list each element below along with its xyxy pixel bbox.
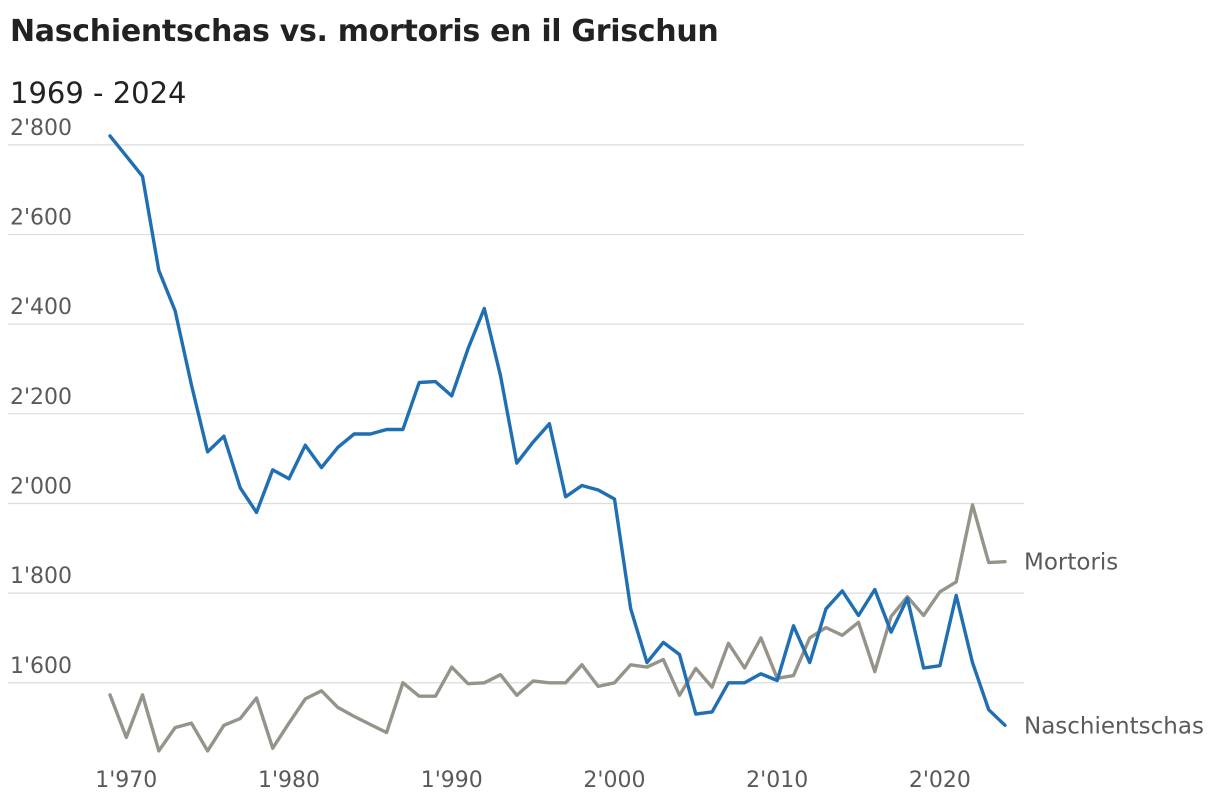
x-tick-label: 2'000 bbox=[583, 768, 645, 793]
series-line-naschientschas bbox=[108, 134, 1007, 727]
series-lines bbox=[108, 134, 1007, 753]
series-labels: Naschientschas Mortoris bbox=[1024, 550, 1204, 740]
y-tick-label: 2'600 bbox=[10, 206, 72, 231]
series-label-mortoris: Mortoris bbox=[1024, 550, 1118, 576]
chart-subtitle: 1969 - 2024 bbox=[10, 76, 187, 110]
grid-lines bbox=[8, 144, 1024, 684]
x-tick-label: 2'020 bbox=[909, 768, 971, 793]
y-tick-label: 2'000 bbox=[10, 474, 72, 499]
x-tick-label: 1'970 bbox=[95, 768, 157, 793]
x-tick-label: 1'980 bbox=[258, 768, 320, 793]
y-tick-label: 2'800 bbox=[10, 116, 72, 141]
y-tick-label: 1'600 bbox=[10, 654, 72, 679]
y-tick-label: 2'200 bbox=[10, 385, 72, 410]
series-line-mortoris bbox=[108, 503, 1007, 753]
x-tick-label: 2'010 bbox=[746, 768, 808, 793]
series-label-naschientschas: Naschientschas bbox=[1024, 713, 1204, 739]
y-tick-label: 2'400 bbox=[10, 295, 72, 320]
x-axis-ticks: 1'970 1'980 1'990 2'000 2'010 2'020 bbox=[95, 768, 971, 793]
y-tick-label: 1'800 bbox=[10, 564, 72, 589]
y-axis-ticks: 1'600 1'800 2'000 2'200 2'400 2'600 2'800 bbox=[10, 116, 72, 679]
x-tick-label: 1'990 bbox=[421, 768, 483, 793]
chart-title: Naschientschas vs. mortoris en il Grisch… bbox=[10, 14, 719, 49]
